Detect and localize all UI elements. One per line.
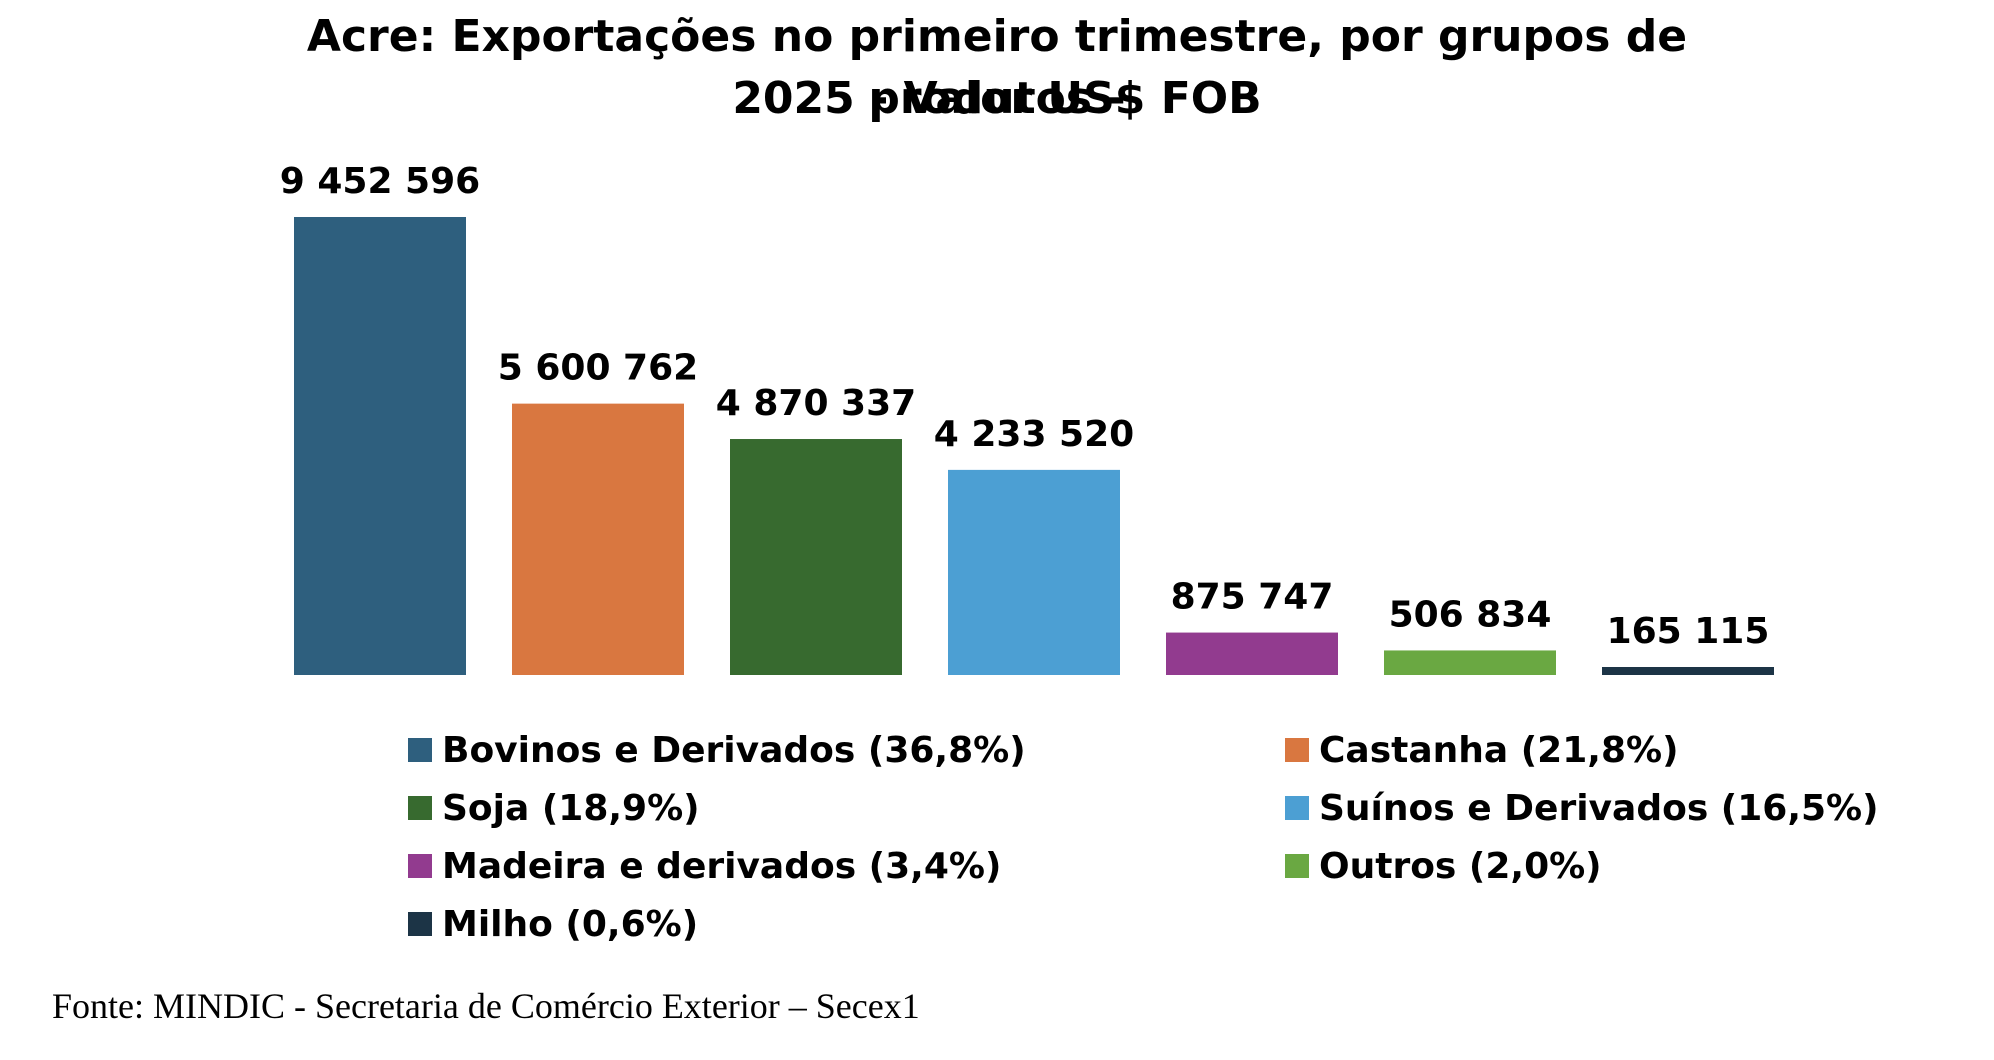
legend-item-1: Bovinos e Derivados (36,8%) — [408, 725, 1026, 775]
legend-swatch — [1285, 796, 1309, 820]
legend-swatch — [408, 854, 432, 878]
legend-label: Bovinos e Derivados (36,8%) — [442, 729, 1026, 771]
bar-value-label-4: 4 233 520 — [934, 414, 1134, 455]
bar-2 — [512, 403, 684, 675]
legend-item-7: Milho (0,6%) — [408, 899, 698, 949]
legend-swatch — [1285, 738, 1309, 762]
bar-value-label-5: 875 747 — [1171, 577, 1334, 618]
bar-value-label-1: 9 452 596 — [280, 161, 480, 202]
bar-6 — [1384, 650, 1556, 675]
legend-item-4: Suínos e Derivados (16,5%) — [1285, 783, 1879, 833]
source-note: Fonte: MINDIC - Secretaria de Comércio E… — [52, 986, 920, 1026]
legend-label: Castanha (21,8%) — [1319, 729, 1679, 771]
legend-item-3: Soja (18,9%) — [408, 783, 700, 833]
bar-value-label-2: 5 600 762 — [498, 348, 698, 389]
chart-title-line-1: Acre: Exportações no primeiro trimestre,… — [306, 11, 1688, 124]
legend-label: Soja (18,9%) — [442, 787, 700, 829]
legend-label: Milho (0,6%) — [442, 903, 699, 945]
chart-title-line-2: 2025 - Valor US$ FOB — [732, 73, 1262, 124]
legend-swatch — [408, 738, 432, 762]
legend-swatch — [1285, 854, 1309, 878]
legend-label: Madeira e derivados (3,4%) — [442, 845, 1002, 887]
legend-item-6: Outros (2,0%) — [1285, 841, 1602, 891]
legend-swatch — [408, 796, 432, 820]
bar-7 — [1602, 666, 1774, 675]
legend-item-5: Madeira e derivados (3,4%) — [408, 841, 1001, 891]
bar-5 — [1166, 632, 1338, 675]
bar-1 — [294, 217, 466, 675]
bar-chart-plot: 9 452 596 5 600 762 4 870 337 4 233 520 875 … — [280, 161, 1774, 675]
legend-label: Suínos e Derivados (16,5%) — [1319, 787, 1879, 829]
bar-value-label-6: 506 834 — [1389, 594, 1552, 635]
bar-value-label-7: 165 115 — [1607, 611, 1770, 652]
bar-4 — [948, 469, 1120, 675]
bar-3 — [730, 439, 902, 675]
bar-value-label-3: 4 870 337 — [716, 383, 916, 424]
legend-item-2: Castanha (21,8%) — [1285, 725, 1679, 775]
legend-swatch — [408, 912, 432, 936]
legend-label: Outros (2,0%) — [1319, 845, 1602, 887]
